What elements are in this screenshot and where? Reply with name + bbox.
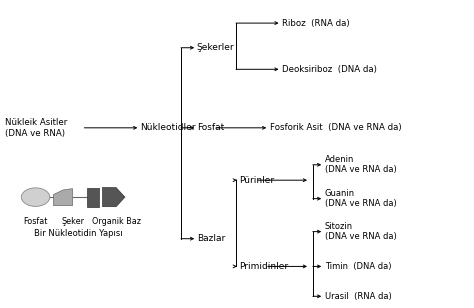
Text: Nükleotidler: Nükleotidler — [140, 123, 195, 132]
Polygon shape — [54, 188, 73, 206]
Text: Fosforik Asit  (DNA ve RNA da): Fosforik Asit (DNA ve RNA da) — [270, 123, 402, 132]
Polygon shape — [101, 188, 125, 207]
Text: Guanin
(DNA ve RNA da): Guanin (DNA ve RNA da) — [325, 189, 396, 208]
Text: Fosfat: Fosfat — [23, 217, 48, 226]
Text: Urasil  (RNA da): Urasil (RNA da) — [325, 292, 392, 301]
Text: Riboz  (RNA da): Riboz (RNA da) — [282, 18, 350, 28]
Text: Adenin
(DNA ve RNA da): Adenin (DNA ve RNA da) — [325, 155, 396, 174]
Text: Nükleik Asitler
(DNA ve RNA): Nükleik Asitler (DNA ve RNA) — [5, 118, 67, 137]
Polygon shape — [87, 188, 101, 207]
Circle shape — [21, 188, 50, 206]
Text: Timin  (DNA da): Timin (DNA da) — [325, 262, 391, 271]
Text: Organik Baz: Organik Baz — [91, 217, 141, 226]
Text: Bazlar: Bazlar — [197, 234, 225, 243]
Text: Bir Nükleotidin Yapısı: Bir Nükleotidin Yapısı — [34, 229, 122, 238]
Text: Şeker: Şeker — [62, 217, 85, 226]
Text: Şekerler: Şekerler — [197, 43, 234, 52]
Text: Fosfat: Fosfat — [197, 123, 224, 132]
Text: Primidinler: Primidinler — [239, 262, 289, 271]
Text: Deoksiriboz  (DNA da): Deoksiriboz (DNA da) — [282, 65, 377, 74]
Text: Sitozin
(DNA ve RNA da): Sitozin (DNA ve RNA da) — [325, 222, 396, 241]
Text: Pürinler: Pürinler — [239, 176, 274, 185]
